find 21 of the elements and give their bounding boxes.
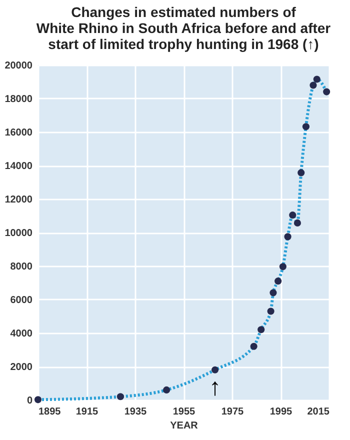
y-tick-label: 12000 (4, 194, 33, 206)
y-tick-label: 4000 (10, 328, 33, 340)
y-tick-label: 10000 (4, 228, 33, 239)
y-tick-label: 16000 (4, 128, 33, 138)
x-tick-label: 1955 (172, 406, 196, 418)
y-tick-label: 14000 (4, 161, 33, 172)
y-tick-label: 2000 (10, 362, 33, 373)
x-tick-label: 1995 (270, 406, 293, 418)
x-tick-label: 1915 (76, 406, 99, 418)
y-tick-label: 0 (26, 396, 33, 406)
x-tick-label: 2015 (307, 406, 330, 418)
y-tick-label: 8000 (10, 262, 33, 272)
x-axis-title: YEAR (170, 420, 199, 432)
x-tick-label: 1895 (38, 406, 62, 418)
annotation: ↑ (209, 374, 222, 401)
x-tick-label: 1975 (221, 406, 244, 418)
y-tick-label: 20000 (4, 60, 33, 72)
y-tick-label: 18000 (4, 94, 33, 105)
y-tick-label: 6000 (10, 295, 33, 306)
x-tick-label: 1935 (124, 406, 148, 418)
chart-title: Changes in estimated numbers of White Rhino in South Africa before and after start of limited trophy hunting in 1968 (↑) (36, 4, 332, 52)
